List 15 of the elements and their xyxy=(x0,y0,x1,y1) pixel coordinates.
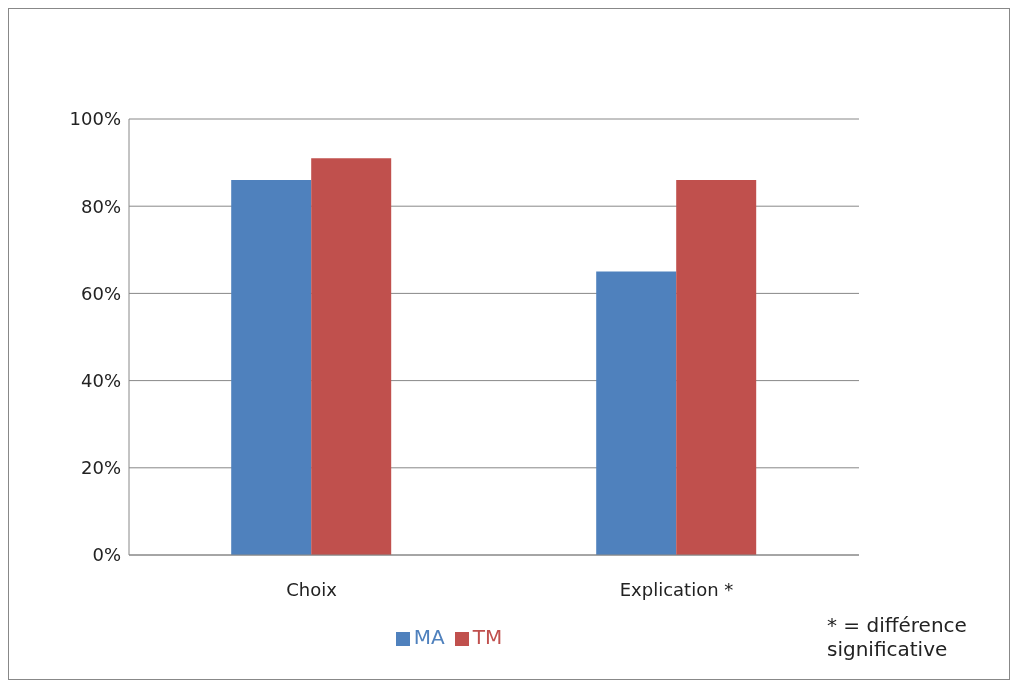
y-tick-label: 100% xyxy=(69,108,121,130)
x-tick-label: Choix xyxy=(286,578,338,600)
legend-label: TM xyxy=(472,625,503,649)
bar xyxy=(596,271,677,555)
legend-label: MA xyxy=(413,625,445,649)
bar xyxy=(311,158,392,555)
x-tick-label: Explication * xyxy=(619,578,734,600)
y-tick-label: 60% xyxy=(80,282,121,304)
bar xyxy=(231,180,312,555)
text: * = différence significative xyxy=(827,613,968,661)
bar xyxy=(676,180,757,555)
y-tick-label: 40% xyxy=(80,369,121,391)
y-tick-label: 80% xyxy=(80,195,121,217)
y-tick-label: 0% xyxy=(92,544,121,566)
y-tick-label: 20% xyxy=(80,457,121,479)
